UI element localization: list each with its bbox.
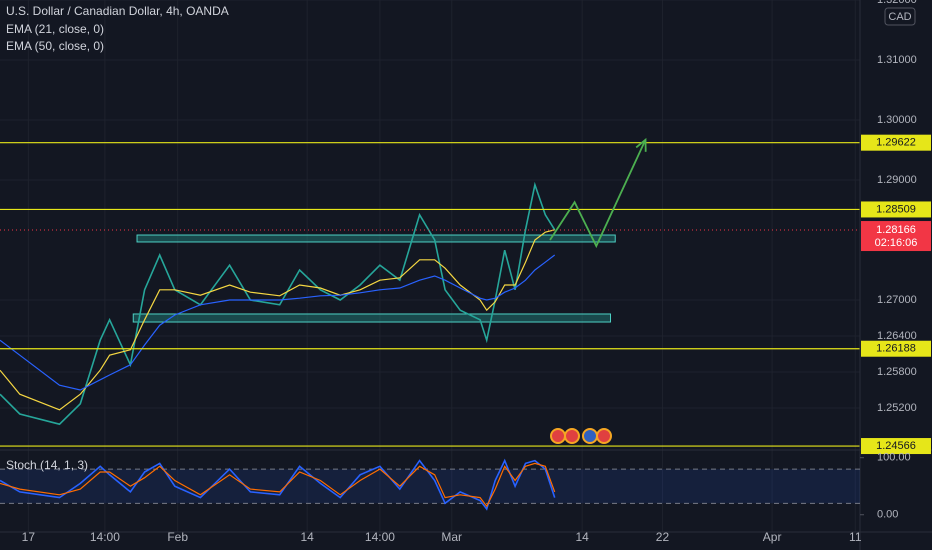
level-label-box [861,438,931,455]
level-label-box [861,134,931,151]
event-icon[interactable] [550,428,566,444]
x-tick-label: Mar [441,530,462,544]
y-tick-label: 1.30000 [877,114,917,126]
y-tick-label: 0.00 [877,509,898,521]
level-label: 1.26188 [876,343,916,355]
chart-title: U.S. Dollar / Canadian Dollar, 4h, OANDA [6,4,229,18]
level-label: 1.24566 [876,440,916,452]
level-label-box [861,201,931,218]
x-tick-label: 14 [300,530,314,544]
event-icon[interactable] [582,428,598,444]
y-tick-label: 1.26400 [877,330,917,342]
series-line [0,458,556,511]
y-tick-label: 1.25800 [877,366,917,378]
zone [136,234,616,243]
price-pane [0,0,860,532]
y-tick-label: 100.00 [877,452,911,464]
current-price-label: 1.28166 [876,224,916,236]
level-label: 1.29622 [876,137,916,149]
x-tick-label: 14 [575,530,589,544]
event-icon[interactable] [596,428,612,444]
y-tick-label: 1.27000 [877,294,917,306]
y-tick-label: 1.29000 [877,174,917,186]
x-tick-label: 22 [656,530,670,544]
currency-box[interactable] [884,7,916,26]
legend-entry: EMA (21, close, 0) [6,22,104,36]
current-price-box [861,221,931,252]
y-tick-label: 1.31000 [877,54,917,66]
x-tick-label: 17 [22,530,36,544]
projection-path [549,139,647,249]
x-tick-label: Apr [763,530,782,544]
x-tick-label: 14:00 [365,530,395,544]
arrow-head [635,137,647,152]
level-label: 1.28509 [876,203,916,215]
stoch-title: Stoch (14, 1, 3) [6,458,88,472]
y-tick-label: 1.32000 [877,0,917,6]
series-line [0,254,556,391]
x-tick-label: 14:00 [90,530,120,544]
series-line [0,181,556,426]
y-tick-label: 1.25200 [877,402,917,414]
zone [132,313,612,323]
x-tick-label: Feb [167,530,188,544]
events [550,428,612,444]
legend-entry: EMA (50, close, 0) [6,39,104,53]
stoch-pane [0,457,864,516]
x-tick-label: 11 [849,530,862,544]
currency: CAD [888,11,911,23]
countdown: 02:16:06 [875,237,918,249]
event-icon[interactable] [564,428,580,444]
level-label-box [861,340,931,357]
series-line [0,462,556,508]
